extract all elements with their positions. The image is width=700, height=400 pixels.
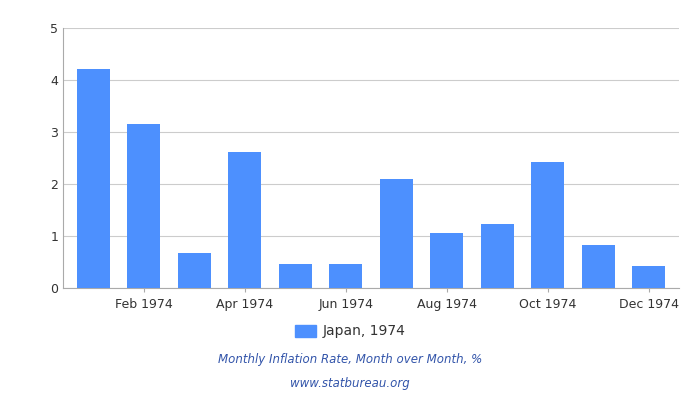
Bar: [380, 179, 413, 288]
Bar: [582, 245, 615, 288]
Bar: [279, 264, 312, 288]
Bar: [430, 233, 463, 288]
Bar: [481, 224, 514, 288]
Text: www.statbureau.org: www.statbureau.org: [290, 378, 410, 390]
Bar: [127, 124, 160, 288]
Text: Monthly Inflation Rate, Month over Month, %: Monthly Inflation Rate, Month over Month…: [218, 354, 482, 366]
Bar: [632, 266, 665, 288]
Bar: [531, 162, 564, 288]
Bar: [178, 253, 211, 288]
Bar: [329, 264, 362, 288]
Legend: Japan, 1974: Japan, 1974: [289, 319, 411, 344]
Bar: [228, 152, 261, 288]
Bar: [77, 68, 110, 288]
